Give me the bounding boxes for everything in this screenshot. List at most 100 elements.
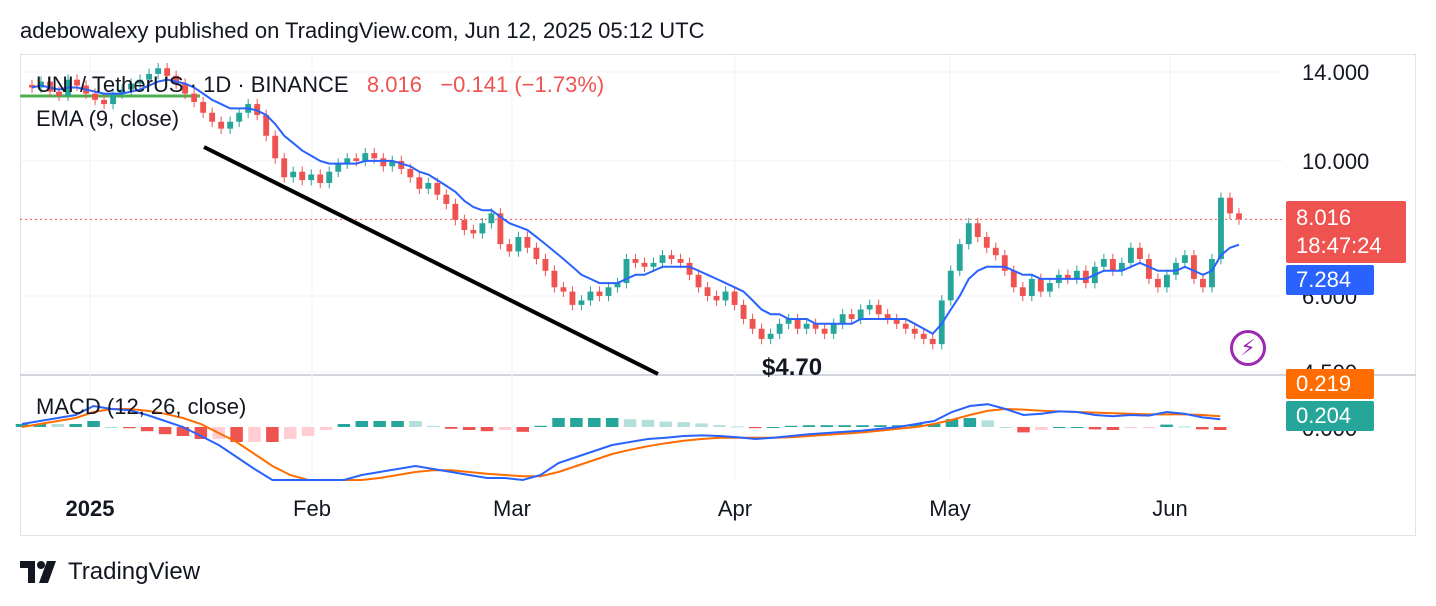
price-tick-label: 10.000 (1302, 149, 1369, 174)
macd-histogram-bar (909, 424, 923, 427)
candle-body (1182, 255, 1188, 263)
macd-histogram-bar (1035, 427, 1048, 430)
tradingview-logo-icon (20, 561, 56, 583)
low-price-annotation: $4.70 (762, 354, 823, 381)
candle-body (740, 304, 747, 319)
macd-histogram-bar (516, 427, 530, 432)
time-tick-label: Mar (493, 496, 531, 521)
macd-histogram-bar (140, 427, 154, 432)
macd-signal-line (21, 407, 1221, 481)
candle-body (326, 171, 333, 183)
candle-body (1073, 270, 1080, 279)
macd-histogram-bar (999, 427, 1012, 428)
chart-frame[interactable] (20, 54, 1416, 536)
candle-body (821, 328, 828, 334)
macd-histogram-bar (820, 425, 834, 427)
candle-body (227, 121, 234, 129)
macd-histogram-bar (963, 418, 977, 427)
macd-histogram-bar (1213, 427, 1227, 430)
candle-body (659, 255, 666, 263)
ema-value-tag: 7.284 (1286, 265, 1374, 295)
macd-histogram-bar (266, 427, 279, 442)
last-price-value: 8.016 (1296, 205, 1352, 230)
candle-body (452, 203, 459, 220)
candle-body (398, 160, 405, 169)
candle-body (1172, 262, 1179, 275)
macd-histogram-bar (766, 427, 780, 428)
macd-histogram-bar (373, 421, 386, 427)
legend-ema[interactable]: EMA (9, close) (36, 106, 180, 131)
macd-histogram-bar (284, 427, 297, 439)
macd-histogram-bar (1053, 427, 1066, 428)
candle-body (605, 287, 612, 296)
candle-body (956, 244, 963, 271)
candle-body (524, 236, 531, 248)
candle-body (1209, 259, 1215, 288)
candle-body (1118, 262, 1125, 271)
macd-histogram-bar (105, 427, 118, 428)
macd-lines-layer (21, 403, 1221, 482)
candle-body (812, 323, 819, 329)
candle-body (920, 333, 927, 339)
legend-last-price: 8.016 (366, 72, 422, 97)
candle-body (974, 223, 981, 237)
candle-body (1218, 197, 1224, 260)
footer-brand-text: TradingView (68, 558, 201, 585)
macd-histogram-bar (123, 427, 136, 429)
candle-body (281, 158, 288, 178)
candle-body (1163, 274, 1170, 288)
macd-histogram-bar (1017, 427, 1030, 433)
candle-body (1136, 247, 1143, 260)
candle-body (56, 91, 62, 96)
symbol-title[interactable]: UNI / TetherUS · 1D · BINANCE (36, 72, 349, 97)
macd-histogram-bar (248, 427, 261, 442)
candle-body (884, 314, 891, 319)
time-tick-label: Feb (293, 496, 331, 521)
candle-body (776, 323, 783, 334)
macd-histogram-bar (945, 419, 959, 427)
candle-body (1200, 278, 1206, 288)
legend-change: −0.141 (−1.73%) (440, 72, 605, 97)
macd-histogram-bar (1124, 427, 1138, 429)
macd-histogram-bar (1142, 427, 1155, 429)
legend-macd[interactable]: MACD (12, 26, close) (36, 394, 247, 419)
candle-body (749, 318, 756, 329)
macd-histogram-bar (15, 424, 29, 427)
macd-histogram-bar (623, 419, 637, 427)
candle-body (830, 323, 837, 334)
candle-body (128, 83, 135, 90)
candle-body (650, 262, 657, 267)
candle-body (110, 93, 116, 105)
macd-histogram-bar (731, 426, 744, 428)
legend-symbol-row: UNI / TetherUS · 1D · BINANCE 8.016 −0.1… (36, 72, 604, 98)
candle-body (254, 104, 261, 115)
candle-body (623, 259, 630, 284)
lightning-icon[interactable]: ⚡ (1230, 330, 1266, 366)
axes-layer: 14.00010.0006.0004.5002025FebMarAprMayJu… (66, 60, 1370, 521)
candle-body (236, 112, 243, 122)
candle-body (182, 83, 189, 94)
candle-body (758, 328, 765, 339)
candle-body (893, 318, 900, 324)
candle-body (470, 230, 477, 234)
candle-body (272, 135, 279, 159)
candle-body (848, 314, 855, 319)
candle-body (155, 68, 162, 74)
downtrend-line (203, 145, 659, 376)
candle-body (92, 93, 98, 100)
candle-body (767, 333, 774, 339)
candle-body (587, 291, 594, 301)
candle-body (29, 84, 35, 88)
candle-body (443, 194, 450, 204)
candle-body (785, 318, 792, 324)
macd-histogram-bar (1178, 426, 1191, 428)
macd-histogram-bar (588, 418, 601, 427)
candle-body (641, 262, 648, 267)
candle-body (101, 99, 107, 105)
candle-body (632, 259, 639, 263)
candle-body (353, 158, 360, 161)
publisher-header: adebowalexy published on TradingView.com… (20, 18, 705, 43)
macd-histogram-bar (605, 418, 619, 427)
macd-histogram-bar (981, 420, 994, 427)
